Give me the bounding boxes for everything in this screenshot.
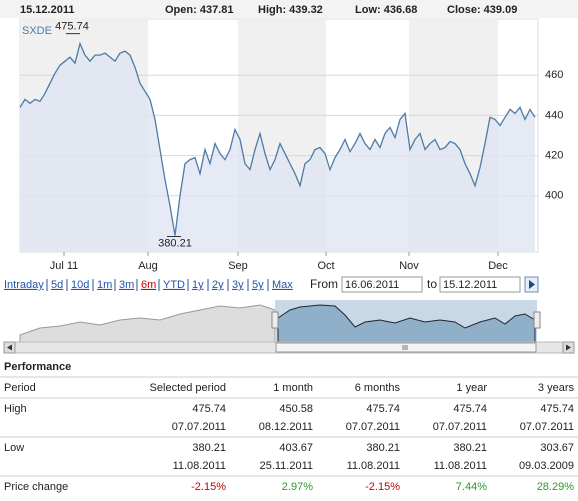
cell-date: 07.07.2011: [433, 421, 487, 433]
cell-date: 08.12.2011: [259, 421, 313, 433]
from-label: From: [310, 277, 338, 291]
cell-value: 475.74: [453, 403, 487, 415]
header-open: Open: 437.81: [165, 4, 233, 16]
navigator-handle-right[interactable]: [533, 311, 541, 329]
header-low: Low: 436.68: [355, 4, 417, 16]
scroll-left-arrow: [7, 344, 12, 351]
cell-date: 07.07.2011: [172, 421, 226, 433]
cell-date: 25.11.2011: [260, 460, 313, 472]
header-bar: [0, 0, 578, 18]
scroll-right-arrow: [566, 344, 571, 351]
header-high: High: 439.32: [258, 4, 323, 16]
cell-date: 11.08.2011: [347, 460, 400, 472]
navigator-handle-left[interactable]: [271, 311, 279, 329]
cell-value: 303.67: [540, 442, 574, 454]
range-link[interactable]: 10d: [71, 279, 89, 291]
series-name: SXDE: [22, 25, 52, 37]
cell-value: 380.21: [192, 442, 226, 454]
from-value: 16.06.2011: [345, 279, 399, 291]
column-header: 1 month: [273, 382, 313, 394]
to-input[interactable]: [439, 276, 521, 293]
scroll-thumb[interactable]: [275, 342, 537, 353]
cell-date: 07.07.2011: [346, 421, 400, 433]
scroll-grip: [402, 345, 408, 350]
x-tick-label: Jul 11: [50, 260, 79, 272]
cell-value: 2.97%: [282, 481, 313, 493]
column-header: 3 years: [538, 382, 575, 394]
x-tick-label: Oct: [317, 260, 334, 272]
navigator-line: [277, 304, 536, 343]
cell-value: -2.15%: [191, 481, 226, 493]
to-label: to: [427, 277, 437, 291]
performance-title: Performance: [4, 361, 71, 373]
range-link[interactable]: 3y: [232, 279, 244, 291]
cell-value: -2.15%: [365, 481, 400, 493]
range-link[interactable]: 3m: [119, 279, 134, 291]
line-area: [20, 43, 535, 253]
range-link[interactable]: 2y: [212, 279, 224, 291]
cell-date: 07.07.2011: [520, 421, 574, 433]
y-tick-label: 460: [545, 69, 563, 81]
from-input[interactable]: [341, 276, 423, 293]
range-link[interactable]: 1y: [192, 279, 204, 291]
range-link[interactable]: 5y: [252, 279, 264, 291]
y-tick-label: 440: [545, 109, 563, 121]
to-value: 15.12.2011: [443, 279, 497, 291]
cell-value: 380.21: [453, 442, 487, 454]
price-line: [19, 41, 536, 236]
cell-value: 380.21: [366, 442, 400, 454]
range-link[interactable]: Max: [272, 279, 293, 291]
range-link[interactable]: 6m: [141, 279, 156, 291]
x-tick-label: Dec: [488, 260, 508, 272]
range-link[interactable]: 5d: [51, 279, 63, 291]
range-link[interactable]: Intraday: [4, 279, 44, 291]
column-header: Period: [4, 382, 36, 394]
column-header: 6 months: [355, 382, 401, 394]
cell-value: 403.67: [279, 442, 313, 454]
x-tick-label: Sep: [228, 260, 248, 272]
cell-value: 450.58: [279, 403, 313, 415]
cell-value: 7.44%: [456, 481, 487, 493]
cell-date: 09.03.2009: [519, 460, 574, 472]
min-annotation: 380.21: [158, 237, 192, 249]
max-annotation: 475.74: [55, 21, 89, 33]
row-label: High: [4, 403, 27, 415]
x-tick-label: Aug: [138, 260, 158, 272]
y-tick-label: 400: [545, 190, 563, 202]
range-link[interactable]: YTD: [163, 279, 185, 291]
cell-value: 475.74: [366, 403, 400, 415]
column-header: Selected period: [150, 382, 226, 394]
cell-value: 475.74: [192, 403, 226, 415]
cell-date: 11.08.2011: [173, 460, 226, 472]
cell-value: 28.29%: [537, 481, 575, 493]
header-close: Close: 439.09: [447, 4, 517, 16]
header-date: 15.12.2011: [20, 4, 74, 16]
x-tick-label: Nov: [399, 260, 419, 272]
column-header: 1 year: [456, 382, 487, 394]
range-link[interactable]: 1m: [97, 279, 112, 291]
cell-date: 11.08.2011: [434, 460, 487, 472]
y-tick-label: 420: [545, 149, 563, 161]
cell-value: 475.74: [540, 403, 574, 415]
row-label: Price change: [4, 481, 68, 493]
row-label: Low: [4, 442, 24, 454]
go-arrow: [529, 280, 535, 289]
